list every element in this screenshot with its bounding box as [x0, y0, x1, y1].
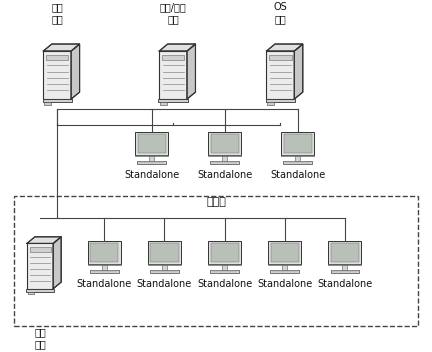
- Bar: [102, 265, 107, 270]
- Bar: [210, 134, 238, 153]
- Bar: [283, 161, 312, 164]
- Text: 이름
서버: 이름 서버: [51, 2, 63, 24]
- Bar: [295, 156, 300, 161]
- Bar: [159, 99, 187, 102]
- Bar: [342, 265, 347, 270]
- Bar: [29, 247, 51, 252]
- Bar: [282, 265, 287, 270]
- Polygon shape: [267, 44, 303, 51]
- Text: Standalone: Standalone: [197, 170, 252, 180]
- Bar: [43, 51, 71, 99]
- Bar: [135, 155, 168, 156]
- Bar: [210, 270, 239, 273]
- Bar: [330, 270, 359, 273]
- Bar: [90, 270, 119, 273]
- Text: Standalone: Standalone: [77, 278, 132, 289]
- Bar: [281, 132, 314, 155]
- Bar: [283, 134, 311, 153]
- Bar: [270, 243, 299, 262]
- Bar: [90, 243, 118, 262]
- Bar: [281, 155, 314, 156]
- Bar: [208, 241, 241, 264]
- Text: Standalone: Standalone: [257, 278, 312, 289]
- Bar: [137, 134, 165, 153]
- Bar: [210, 243, 238, 262]
- Text: 설치/부트
서버: 설치/부트 서버: [160, 2, 187, 24]
- Bar: [222, 156, 227, 161]
- Polygon shape: [159, 44, 196, 51]
- Bar: [148, 264, 181, 265]
- Bar: [270, 270, 299, 273]
- Text: Standalone: Standalone: [197, 278, 252, 289]
- Text: Standalone: Standalone: [124, 170, 179, 180]
- Bar: [331, 243, 359, 262]
- Bar: [160, 102, 167, 105]
- Text: 서브넷: 서브넷: [206, 197, 226, 207]
- Bar: [26, 289, 54, 292]
- Bar: [43, 99, 72, 102]
- Bar: [135, 132, 168, 155]
- Bar: [88, 241, 121, 264]
- Text: OS
서버: OS 서버: [273, 2, 287, 24]
- Bar: [14, 196, 418, 326]
- Bar: [267, 51, 294, 99]
- Text: Standalone: Standalone: [270, 170, 325, 180]
- Bar: [46, 55, 68, 60]
- Polygon shape: [71, 44, 79, 99]
- Bar: [137, 161, 166, 164]
- Bar: [268, 264, 302, 265]
- Polygon shape: [187, 44, 196, 99]
- Polygon shape: [53, 237, 61, 289]
- Bar: [27, 244, 53, 289]
- Bar: [267, 102, 274, 105]
- Bar: [208, 132, 241, 155]
- Bar: [328, 241, 362, 264]
- Bar: [28, 292, 34, 294]
- Polygon shape: [294, 44, 303, 99]
- Bar: [266, 99, 295, 102]
- Bar: [268, 241, 302, 264]
- Bar: [222, 265, 227, 270]
- Polygon shape: [43, 44, 79, 51]
- Bar: [162, 265, 167, 270]
- Bar: [88, 264, 121, 265]
- Bar: [208, 155, 241, 156]
- Bar: [150, 270, 179, 273]
- Bar: [328, 264, 362, 265]
- Bar: [210, 161, 239, 164]
- Text: 부트
서버: 부트 서버: [34, 327, 46, 349]
- Bar: [150, 243, 178, 262]
- Bar: [208, 264, 241, 265]
- Bar: [149, 156, 154, 161]
- Text: Standalone: Standalone: [137, 278, 192, 289]
- Bar: [159, 51, 187, 99]
- Bar: [162, 55, 184, 60]
- Polygon shape: [27, 237, 61, 244]
- Text: Standalone: Standalone: [317, 278, 372, 289]
- Bar: [44, 102, 51, 105]
- Bar: [269, 55, 292, 60]
- Bar: [148, 241, 181, 264]
